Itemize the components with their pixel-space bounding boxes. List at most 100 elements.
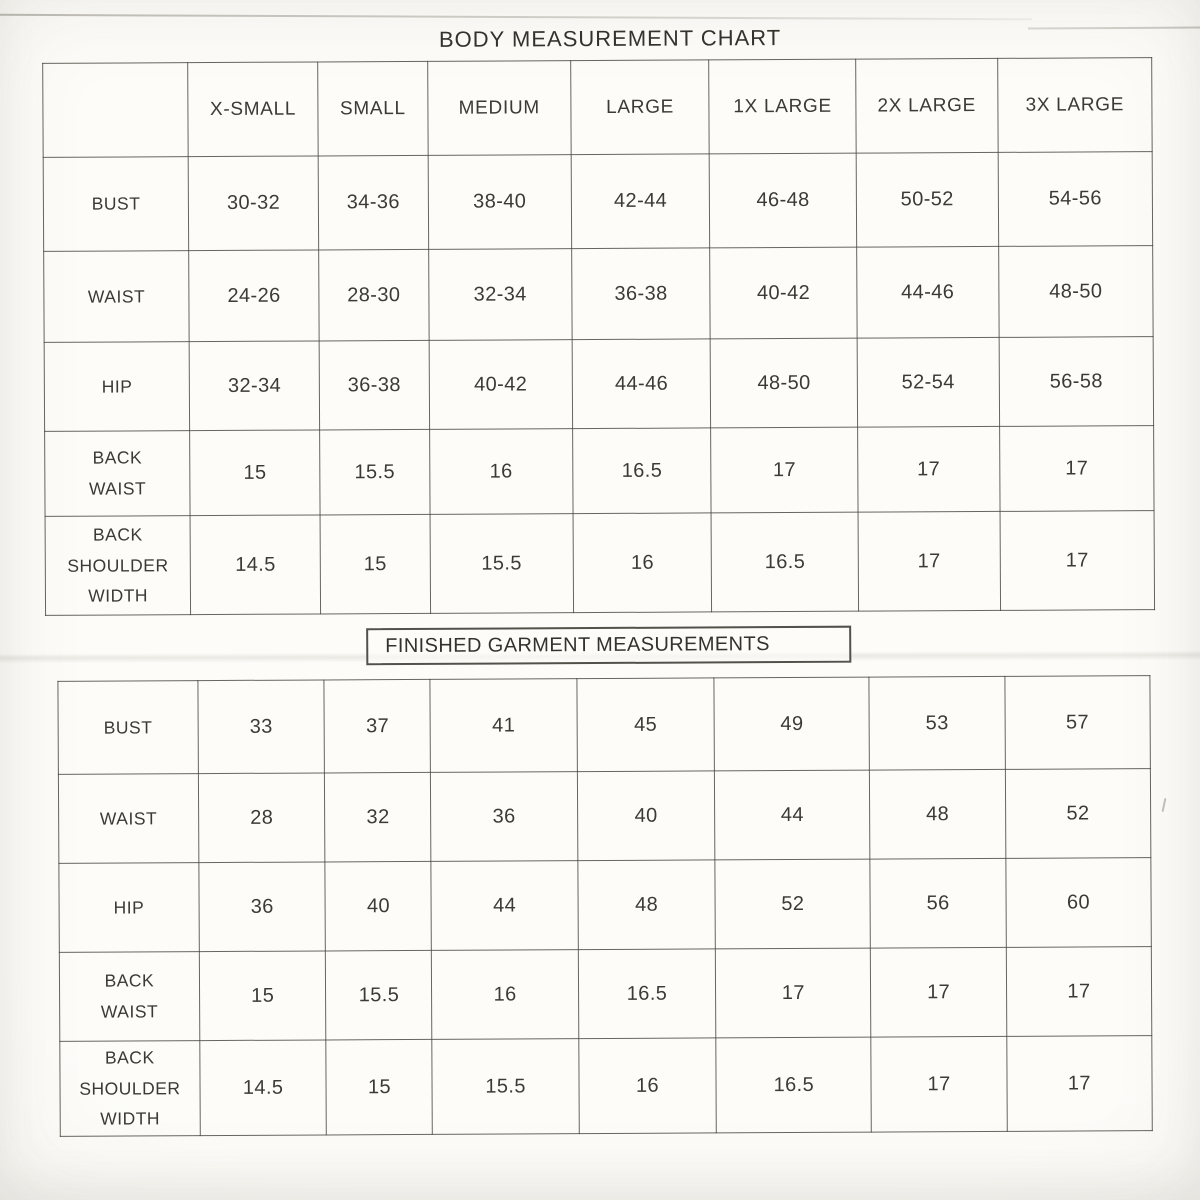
measurement-cell: 17 bbox=[711, 427, 858, 513]
measurement-cell: 15 bbox=[189, 429, 321, 516]
measurement-cell: 17 bbox=[1006, 1035, 1153, 1132]
row-label: BACK SHOULDER WIDTH bbox=[59, 1040, 201, 1137]
body-measurement-table: X-SMALL SMALL MEDIUM LARGE 1X LARGE 2X LARGE 3… bbox=[42, 57, 1155, 616]
measurement-cell: 17 bbox=[857, 511, 1001, 612]
table-row: HIP 36 40 44 48 52 56 60 bbox=[58, 857, 1152, 953]
table-row: BACK SHOULDER WIDTH 14.5 15 15.5 16 16.5 17 17 bbox=[45, 510, 1155, 616]
measurement-cell: 40-42 bbox=[710, 247, 857, 339]
measurement-cell: 41 bbox=[430, 678, 578, 773]
measurement-cell: 17 bbox=[1006, 946, 1152, 1037]
measurement-cell: 32 bbox=[324, 772, 432, 862]
row-label: BUST bbox=[43, 156, 189, 252]
row-label: BACK WAIST bbox=[44, 430, 191, 517]
size-header-row: X-SMALL SMALL MEDIUM LARGE 1X LARGE 2X LARGE 3… bbox=[42, 57, 1153, 158]
size-column-header: 2X LARGE bbox=[855, 58, 998, 154]
measurement-cell: 48 bbox=[577, 859, 716, 950]
measurement-cell: 40-42 bbox=[428, 339, 573, 430]
table-row: BACK SHOULDER WIDTH 14.5 15 15.5 16 16.5 17 17 bbox=[59, 1035, 1153, 1137]
measurement-cell: 53 bbox=[869, 676, 1006, 771]
table-row: BUST 33 37 41 45 49 53 57 bbox=[57, 675, 1151, 775]
table-row: WAIST 24-26 28-30 32-34 36-38 40-42 44-46 48-50 bbox=[43, 245, 1154, 343]
measurement-cell: 15 bbox=[199, 950, 327, 1041]
measurement-cell: 45 bbox=[576, 677, 715, 772]
row-label: HIP bbox=[58, 862, 200, 953]
table-row: BACK WAIST 15 15.5 16 16.5 17 17 17 bbox=[59, 946, 1152, 1042]
row-label: BACK SHOULDER WIDTH bbox=[45, 515, 191, 616]
measurement-cell: 40 bbox=[577, 770, 716, 861]
measurement-cell: 57 bbox=[1004, 675, 1151, 770]
measurement-cell: 44-46 bbox=[856, 246, 999, 339]
measurement-cell: 28-30 bbox=[318, 249, 429, 341]
measurement-cell: 30-32 bbox=[188, 155, 319, 251]
measurement-cell: 37 bbox=[324, 679, 431, 773]
size-column-header: 3X LARGE bbox=[997, 57, 1153, 153]
measurement-cell: 52-54 bbox=[856, 337, 1000, 428]
measurement-cell: 52 bbox=[715, 859, 871, 949]
corner-cell bbox=[42, 62, 189, 158]
row-label: HIP bbox=[44, 341, 190, 432]
row-label: BACK WAIST bbox=[59, 951, 200, 1042]
size-column-header: X-SMALL bbox=[187, 61, 319, 157]
row-label: WAIST bbox=[58, 773, 199, 864]
size-column-header: SMALL bbox=[317, 61, 428, 156]
measurement-cell: 38-40 bbox=[427, 154, 572, 250]
measurement-cell: 36-38 bbox=[571, 247, 711, 340]
measurement-cell: 44 bbox=[431, 860, 579, 951]
table-row: BUST 30-32 34-36 38-40 42-44 46-48 50-52 54-56 bbox=[43, 151, 1153, 252]
measurement-cell: 17 bbox=[999, 510, 1155, 611]
measurement-cell: 17 bbox=[715, 948, 872, 1038]
measurement-cell: 14.5 bbox=[190, 514, 321, 615]
row-label: WAIST bbox=[43, 250, 190, 343]
measurement-cell: 15.5 bbox=[429, 513, 574, 614]
measurement-cell: 54-56 bbox=[997, 151, 1153, 247]
measurement-cell: 16 bbox=[572, 512, 713, 613]
measurement-cell: 36 bbox=[430, 771, 578, 862]
measurement-cell: 44 bbox=[714, 770, 871, 860]
measurement-cell: 46-48 bbox=[709, 153, 857, 248]
size-column-header: 1X LARGE bbox=[709, 59, 857, 154]
measurement-cell: 60 bbox=[1005, 857, 1152, 948]
measurement-cell: 24-26 bbox=[188, 249, 320, 342]
measurement-cell: 32-34 bbox=[189, 340, 320, 431]
measurement-cell: 48-50 bbox=[710, 338, 858, 428]
measurement-cell: 48-50 bbox=[998, 245, 1154, 338]
measurement-cell: 15.5 bbox=[325, 950, 433, 1040]
measurement-cell: 44-46 bbox=[571, 338, 712, 429]
measurement-cell: 16.5 bbox=[711, 512, 859, 612]
size-column-header: LARGE bbox=[570, 59, 710, 155]
measurement-cell: 16 bbox=[429, 428, 573, 515]
measurement-cell: 16 bbox=[578, 1037, 717, 1134]
measurement-cell: 15.5 bbox=[432, 1038, 579, 1135]
table-row: WAIST 28 32 36 40 44 48 52 bbox=[58, 768, 1151, 864]
measurement-cell: 28 bbox=[198, 772, 326, 863]
finished-garment-table: BUST 33 37 41 45 49 53 57 WAIST 28 32 36 40 44 48 52 HIP… bbox=[57, 675, 1153, 1137]
measurement-cell: 36-38 bbox=[319, 340, 430, 430]
measurement-cell: 17 bbox=[999, 425, 1155, 512]
measurement-cell: 16.5 bbox=[578, 948, 717, 1039]
measurement-cell: 48 bbox=[869, 769, 1006, 860]
row-label: BUST bbox=[57, 680, 199, 775]
measurement-cell: 15.5 bbox=[319, 429, 430, 515]
measurement-cell: 14.5 bbox=[199, 1039, 327, 1136]
finished-garment-heading-box: FINISHED GARMENT MEASUREMENTS bbox=[366, 625, 852, 666]
measurement-cell: 16 bbox=[431, 949, 579, 1040]
measurement-cell: 40 bbox=[325, 861, 432, 951]
measurement-cell: 15 bbox=[326, 1039, 433, 1135]
measurement-cell: 50-52 bbox=[856, 152, 999, 248]
measurement-cell: 33 bbox=[197, 679, 325, 774]
measurement-cell: 16.5 bbox=[572, 427, 712, 514]
measurement-cell: 17 bbox=[870, 947, 1007, 1038]
measurement-cell: 34-36 bbox=[318, 155, 429, 250]
measurement-cell: 16.5 bbox=[716, 1037, 872, 1133]
measurement-cell: 17 bbox=[871, 1036, 1008, 1133]
table-row: BACK WAIST 15 15.5 16 16.5 17 17 17 bbox=[44, 425, 1155, 517]
finished-garment-heading: FINISHED GARMENT MEASUREMENTS bbox=[385, 633, 770, 658]
measurement-cell: 17 bbox=[857, 426, 1000, 513]
measurement-cell: 36 bbox=[198, 861, 326, 952]
measurement-cell: 32-34 bbox=[428, 248, 572, 341]
measurement-cell: 56 bbox=[870, 858, 1007, 949]
size-column-header: MEDIUM bbox=[427, 60, 572, 156]
page-title: BODY MEASUREMENT CHART bbox=[438, 25, 782, 52]
